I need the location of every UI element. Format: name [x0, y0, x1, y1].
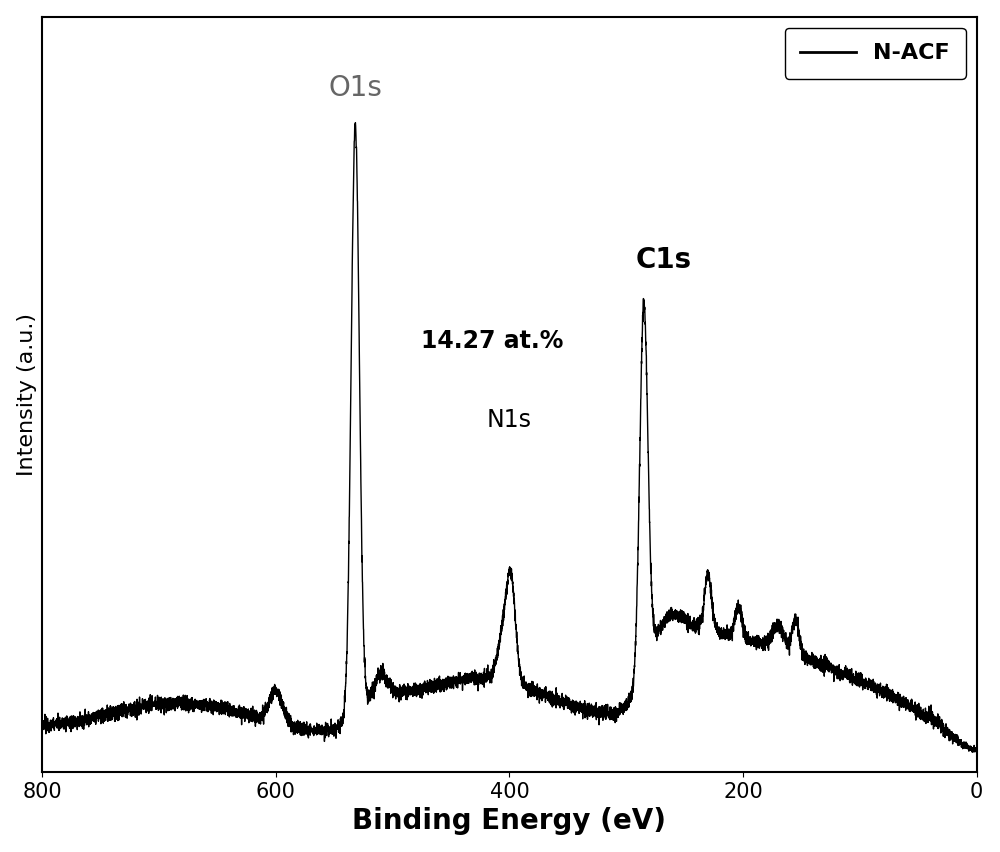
X-axis label: Binding Energy (eV): Binding Energy (eV)	[352, 808, 666, 835]
Text: C1s: C1s	[636, 246, 692, 274]
Text: N1s: N1s	[487, 408, 532, 433]
Text: O1s: O1s	[328, 74, 382, 102]
Text: 14.27 at.%: 14.27 at.%	[421, 329, 563, 353]
Y-axis label: Intensity (a.u.): Intensity (a.u.)	[17, 313, 37, 476]
Legend: N-ACF: N-ACF	[785, 28, 966, 79]
